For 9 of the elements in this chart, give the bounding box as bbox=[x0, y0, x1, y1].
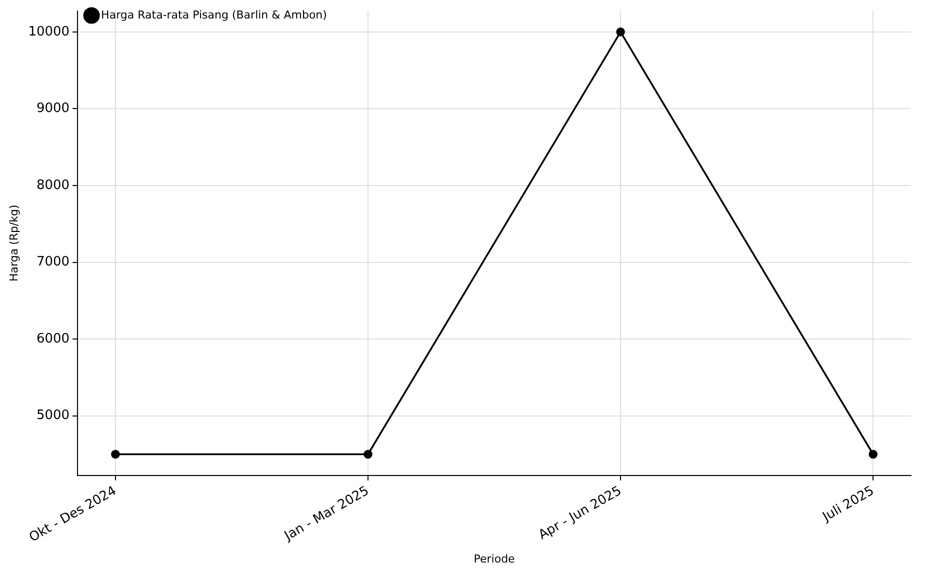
y-tick-label: 6000 bbox=[36, 331, 70, 346]
y-tick-label: 5000 bbox=[36, 408, 70, 424]
y-tick-label: 8000 bbox=[36, 178, 70, 193]
x-axis-title: Periode bbox=[474, 552, 516, 566]
y-tick-label: 7000 bbox=[36, 254, 70, 270]
y-axis-title: Harga (Rp/kg) bbox=[7, 204, 20, 282]
y-tick-label: 9000 bbox=[36, 101, 70, 116]
legend-label: Harga Rata-rata Pisang (Barlin & Ambon) bbox=[101, 8, 327, 22]
y-tick-label: 10000 bbox=[28, 24, 70, 40]
